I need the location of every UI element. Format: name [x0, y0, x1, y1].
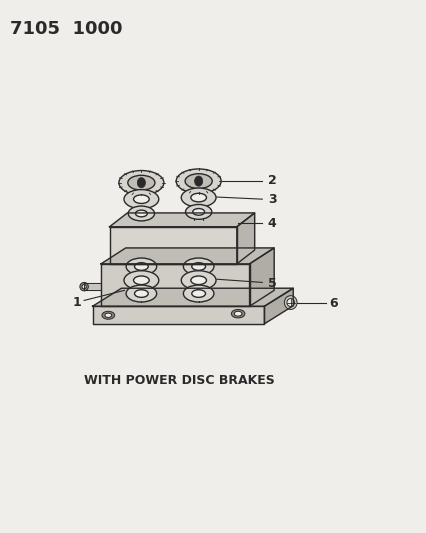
Ellipse shape	[183, 258, 213, 275]
Ellipse shape	[234, 311, 242, 316]
Ellipse shape	[181, 188, 216, 207]
Polygon shape	[101, 248, 273, 264]
Ellipse shape	[128, 206, 154, 221]
Polygon shape	[109, 213, 254, 227]
Ellipse shape	[181, 271, 216, 290]
Ellipse shape	[284, 296, 296, 310]
Text: 7105  1000: 7105 1000	[10, 20, 122, 38]
Ellipse shape	[126, 258, 156, 275]
Ellipse shape	[183, 285, 213, 302]
Polygon shape	[109, 227, 236, 264]
Polygon shape	[101, 264, 249, 306]
Ellipse shape	[176, 169, 221, 193]
Ellipse shape	[82, 285, 86, 289]
Ellipse shape	[191, 290, 205, 297]
Ellipse shape	[124, 271, 158, 290]
Polygon shape	[236, 213, 254, 264]
Ellipse shape	[133, 276, 149, 285]
Ellipse shape	[286, 298, 294, 306]
Text: WITH POWER DISC BRAKES: WITH POWER DISC BRAKES	[84, 374, 274, 387]
Text: 6: 6	[328, 297, 337, 310]
Ellipse shape	[135, 210, 147, 217]
Ellipse shape	[126, 285, 156, 302]
Ellipse shape	[102, 311, 115, 319]
Ellipse shape	[133, 195, 149, 204]
Ellipse shape	[127, 175, 155, 190]
Ellipse shape	[134, 263, 148, 270]
Ellipse shape	[190, 276, 206, 285]
Polygon shape	[84, 283, 101, 290]
Text: 5: 5	[267, 277, 276, 290]
Ellipse shape	[191, 263, 205, 270]
Ellipse shape	[80, 282, 88, 291]
Ellipse shape	[184, 174, 212, 189]
Polygon shape	[92, 306, 264, 324]
Text: 3: 3	[267, 192, 276, 206]
Polygon shape	[92, 288, 293, 306]
Text: 4: 4	[267, 216, 276, 230]
Polygon shape	[264, 288, 293, 324]
Circle shape	[194, 176, 202, 186]
Ellipse shape	[134, 290, 148, 297]
Ellipse shape	[124, 190, 158, 209]
Ellipse shape	[105, 313, 112, 317]
Ellipse shape	[190, 193, 206, 202]
Ellipse shape	[118, 171, 164, 195]
Circle shape	[137, 177, 145, 188]
Polygon shape	[249, 248, 273, 306]
Text: 2: 2	[267, 174, 276, 187]
Ellipse shape	[231, 310, 245, 318]
Ellipse shape	[185, 205, 211, 219]
Text: 1: 1	[72, 295, 81, 309]
Ellipse shape	[192, 208, 204, 215]
